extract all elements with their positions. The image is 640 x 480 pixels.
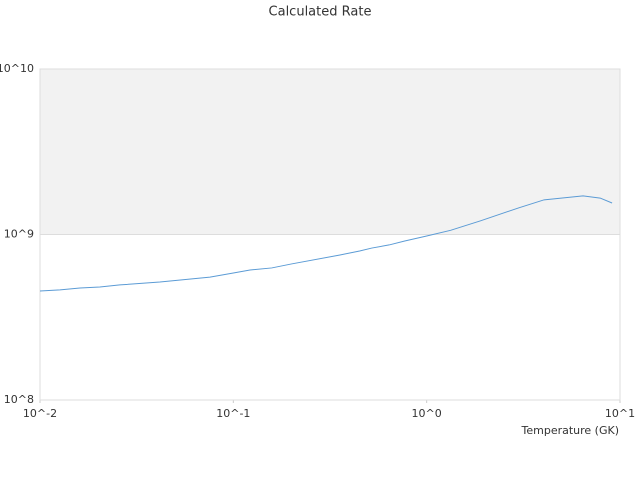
y-tick-label: 10^9 [4,228,34,241]
x-tick-label: 10^-2 [23,407,57,420]
x-tick-label: 10^1 [605,407,635,420]
y-tick-label: 10^8 [4,393,34,406]
x-tick-label: 10^-1 [216,407,250,420]
chart-title: Calculated Rate [269,5,372,20]
y-tick-label: 10^10 [0,62,34,75]
plot-band [40,69,620,235]
x-tick-label: 10^0 [412,407,442,420]
plot-border [39,68,621,401]
series-line [39,195,613,292]
x-axis-label: Temperature (GK) [521,424,620,437]
